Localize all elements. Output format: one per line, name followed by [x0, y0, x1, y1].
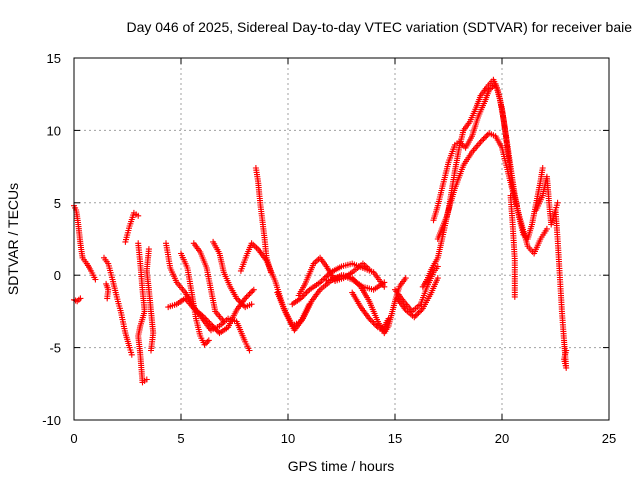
x-tick-label: 15	[388, 431, 402, 446]
x-tick-label: 20	[495, 431, 509, 446]
x-tick-label: 10	[281, 431, 295, 446]
chart-title: Day 046 of 2025, Sidereal Day-to-day VTE…	[126, 19, 632, 35]
x-tick-label: 5	[177, 431, 184, 446]
x-axis-label: GPS time / hours	[288, 458, 395, 474]
y-tick-label: -5	[49, 341, 61, 356]
y-tick-label: 0	[54, 268, 61, 283]
x-tick-label: 0	[70, 431, 77, 446]
chart: Day 046 of 2025, Sidereal Day-to-day VTE…	[0, 0, 640, 480]
y-tick-label: -10	[42, 413, 61, 428]
x-tick-label: 25	[602, 431, 616, 446]
y-axis-label: SDTVAR / TECUs	[5, 183, 21, 295]
y-tick-label: 5	[54, 196, 61, 211]
y-tick-label: 15	[47, 51, 61, 66]
chart-background	[0, 0, 640, 480]
y-tick-label: 10	[47, 123, 61, 138]
